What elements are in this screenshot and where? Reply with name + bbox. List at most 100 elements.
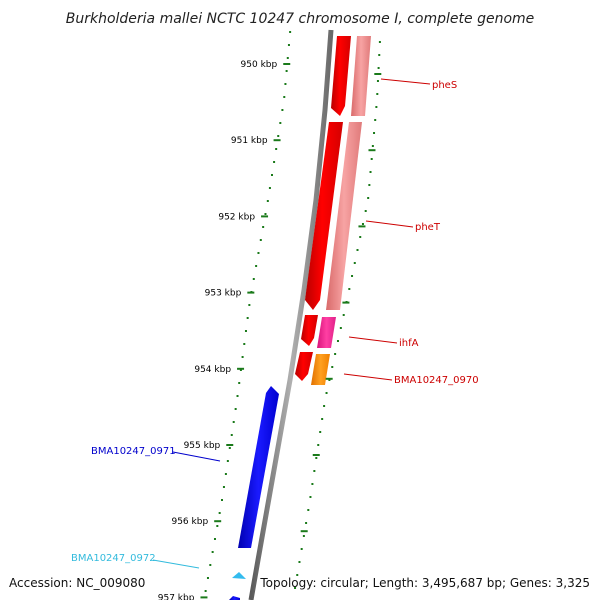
gene-pheS[interactable] bbox=[331, 36, 351, 116]
tick-dot-inner bbox=[286, 57, 289, 59]
tick-dot-inner bbox=[275, 148, 278, 150]
tick-dot-inner bbox=[248, 304, 251, 306]
gene-pheT-outer[interactable] bbox=[326, 122, 362, 310]
tick-dot-inner bbox=[218, 512, 221, 514]
tick-dot-inner bbox=[239, 369, 242, 371]
tick-dot-outer bbox=[309, 496, 312, 498]
gene-next-blue[interactable] bbox=[229, 596, 240, 600]
tick-dot-outer bbox=[305, 522, 308, 524]
tick-dot-inner bbox=[226, 460, 229, 462]
tick-dot-outer bbox=[374, 119, 377, 121]
tick-dot-outer bbox=[364, 210, 367, 212]
tick-dot-outer bbox=[302, 535, 305, 537]
leader-pheS bbox=[380, 78, 431, 85]
tick-dot-inner bbox=[236, 395, 239, 397]
kbp-marks: 950 kbp 951 kbp 952 kbp 953 kbp 954 kbp 955 k… bbox=[158, 60, 382, 600]
tick-dot-outer bbox=[328, 379, 331, 381]
tick-dot-inner bbox=[222, 486, 225, 488]
backbone-line bbox=[248, 29, 334, 600]
tick-dot-inner bbox=[224, 473, 227, 475]
tick-dot-inner bbox=[252, 278, 255, 280]
leader-ihfA bbox=[348, 336, 398, 344]
tick-dot-outer bbox=[321, 418, 324, 420]
tick-dot-inner bbox=[206, 577, 209, 579]
tick-dot-inner bbox=[266, 200, 269, 202]
gene-BMA10247_0972[interactable] bbox=[232, 572, 246, 579]
tick-dot-outer bbox=[367, 197, 370, 199]
label-BMA10247_0972[interactable]: BMA10247_0972 bbox=[71, 553, 156, 564]
gene-pheS-outer[interactable] bbox=[351, 36, 371, 116]
tick-dot-inner bbox=[243, 343, 246, 345]
tick-dot-outer bbox=[377, 67, 380, 69]
tick-dot-inner bbox=[283, 96, 286, 98]
leader-pheT bbox=[365, 220, 414, 228]
tick-dot-outer bbox=[307, 509, 310, 511]
tick-dot-outer bbox=[361, 223, 364, 225]
tick-dot-inner bbox=[289, 31, 292, 33]
tick-dot-inner bbox=[281, 109, 284, 111]
tick-dot-outer bbox=[298, 561, 301, 563]
tick-dot-outer bbox=[359, 236, 362, 238]
tick-dot-inner bbox=[271, 174, 273, 176]
tick-dot-outer bbox=[323, 405, 326, 407]
tick-dot-outer bbox=[313, 470, 316, 472]
tick-dot-outer bbox=[342, 314, 345, 316]
tick-dot-outer bbox=[315, 457, 318, 459]
gene-BMA10247_0970[interactable] bbox=[295, 352, 313, 381]
tick-dot-outer bbox=[376, 93, 379, 95]
tick-dots bbox=[204, 31, 381, 592]
tick-dot-inner bbox=[211, 551, 214, 553]
tick-dot-inner bbox=[273, 161, 276, 163]
gene-ihfA[interactable] bbox=[301, 315, 318, 346]
kbp-label: 957 kbp bbox=[158, 593, 195, 600]
tick-dot-inner bbox=[241, 356, 244, 358]
gene-BMA10247_0971[interactable] bbox=[238, 386, 279, 548]
tick-dot-inner bbox=[216, 525, 219, 527]
tick-dot-inner bbox=[209, 564, 212, 566]
tick-dot-outer bbox=[369, 171, 372, 173]
leader-BMA10247_0971 bbox=[172, 451, 221, 462]
gene-ihfA-outer[interactable] bbox=[317, 317, 336, 348]
tick-dot-outer bbox=[378, 41, 381, 43]
tick-dot-inner bbox=[255, 265, 258, 267]
label-pheT[interactable]: pheT bbox=[415, 222, 441, 233]
tick-dot-outer bbox=[336, 340, 339, 342]
tick-dot-inner bbox=[264, 213, 267, 215]
tick-dot-inner bbox=[238, 382, 241, 384]
tick-dot-outer bbox=[319, 431, 322, 433]
tick-dot-inner bbox=[204, 590, 207, 592]
tick-dot-outer bbox=[378, 54, 381, 56]
kbp-label: 955 kbp bbox=[184, 441, 221, 451]
gene-BMA10247_0970-outer[interactable] bbox=[311, 354, 330, 385]
tick-dot-inner bbox=[213, 538, 216, 540]
kbp-label: 956 kbp bbox=[171, 517, 208, 527]
tick-dot-inner bbox=[277, 135, 280, 137]
tick-dot-outer bbox=[353, 262, 356, 264]
tick-dot-inner bbox=[287, 44, 290, 46]
label-ihfA[interactable]: ihfA bbox=[399, 338, 419, 349]
tick-dot-inner bbox=[221, 499, 223, 501]
label-BMA10247_0970[interactable]: BMA10247_0970 bbox=[394, 375, 479, 386]
tick-dot-inner bbox=[259, 239, 262, 241]
kbp-label: 952 kbp bbox=[218, 212, 255, 222]
tick-dot-outer bbox=[373, 132, 376, 134]
tick-dot-inner bbox=[268, 187, 271, 189]
tick-dot-inner bbox=[230, 434, 233, 436]
gene-pheT[interactable] bbox=[305, 122, 343, 310]
label-pheS[interactable]: pheS bbox=[432, 80, 457, 91]
tick-dot-outer bbox=[317, 444, 320, 446]
kbp-label: 954 kbp bbox=[194, 365, 231, 375]
map-title: Burkholderia mallei NCTC 10247 chromosom… bbox=[66, 11, 535, 27]
tick-dot-inner bbox=[246, 317, 249, 319]
tick-dot-outer bbox=[300, 548, 303, 550]
tick-dot-outer bbox=[376, 80, 379, 82]
label-BMA10247_0971[interactable]: BMA10247_0971 bbox=[91, 446, 176, 457]
tick-dot-outer bbox=[325, 392, 328, 394]
tick-dot-inner bbox=[285, 70, 288, 72]
kbp-label: 951 kbp bbox=[231, 136, 268, 146]
tick-dot-outer bbox=[351, 275, 354, 277]
tick-dot-outer bbox=[370, 158, 373, 160]
tick-dot-inner bbox=[244, 330, 247, 332]
